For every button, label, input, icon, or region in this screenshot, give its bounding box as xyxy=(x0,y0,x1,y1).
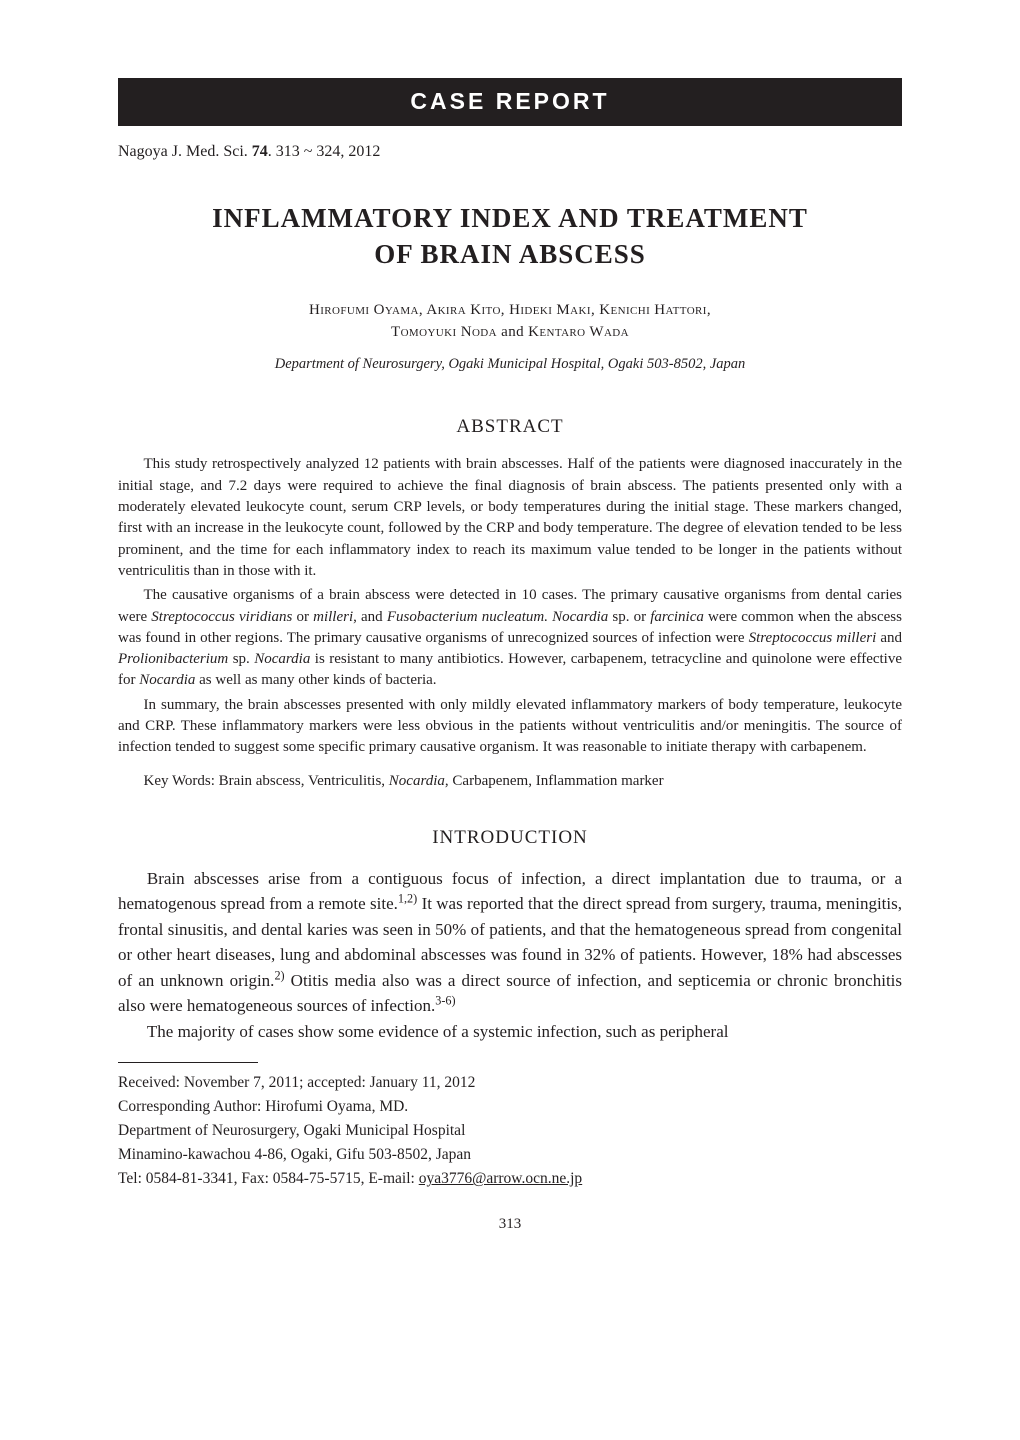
abstract-body: This study retrospectively analyzed 12 p… xyxy=(118,454,902,758)
footnote-rule xyxy=(118,1062,258,1063)
intro-p2: The majority of cases show some evidence… xyxy=(118,1019,902,1045)
received-line: Received: November 7, 2011; accepted: Ja… xyxy=(118,1071,902,1095)
keywords: Key Words: Brain abscess, Ventriculitis,… xyxy=(118,771,902,793)
abstract-p1: This study retrospectively analyzed 12 p… xyxy=(118,454,902,582)
article-title: INFLAMMATORY INDEX AND TREATMENT OF BRAI… xyxy=(118,200,902,273)
abstract-p3: In summary, the brain abscesses presente… xyxy=(118,695,902,759)
authors-line-2: Tomoyuki Noda and Kentaro Wada xyxy=(118,322,902,344)
journal-citation: Nagoya J. Med. Sci. 74. 313 ~ 324, 2012 xyxy=(118,140,902,163)
corresponding-author: Corresponding Author: Hirofumi Oyama, MD… xyxy=(118,1095,902,1119)
contact-prefix: Tel: 0584-81-3341, Fax: 0584-75-5715, E-… xyxy=(118,1170,419,1187)
title-line-1: INFLAMMATORY INDEX AND TREATMENT xyxy=(212,203,808,233)
email-link[interactable]: oya3776@arrow.ocn.ne.jp xyxy=(419,1170,582,1187)
authors-line-1: Hirofumi Oyama, Akira Kito, Hideki Maki,… xyxy=(118,300,902,322)
title-line-2: OF BRAIN ABSCESS xyxy=(374,239,646,269)
case-report-banner: CASE REPORT xyxy=(118,78,902,126)
abstract-p2: The causative organisms of a brain absce… xyxy=(118,585,902,691)
journal-name: Nagoya J. Med. Sci. xyxy=(118,143,248,160)
intro-p1: Brain abscesses arise from a contiguous … xyxy=(118,866,902,1019)
footer-contact: Tel: 0584-81-3341, Fax: 0584-75-5715, E-… xyxy=(118,1167,902,1191)
page-number: 313 xyxy=(118,1214,902,1236)
affiliation: Department of Neurosurgery, Ogaki Munici… xyxy=(118,354,902,375)
journal-volume: 74 xyxy=(252,143,268,160)
footer-block: Received: November 7, 2011; accepted: Ja… xyxy=(118,1071,902,1191)
footer-department: Department of Neurosurgery, Ogaki Munici… xyxy=(118,1119,902,1143)
authors-block: Hirofumi Oyama, Akira Kito, Hideki Maki,… xyxy=(118,300,902,344)
footer-address: Minamino-kawachou 4-86, Ogaki, Gifu 503-… xyxy=(118,1143,902,1167)
introduction-body: Brain abscesses arise from a contiguous … xyxy=(118,866,902,1045)
introduction-heading: INTRODUCTION xyxy=(118,824,902,852)
journal-pages: . 313 ~ 324, 2012 xyxy=(268,143,381,160)
abstract-heading: ABSTRACT xyxy=(118,413,902,441)
